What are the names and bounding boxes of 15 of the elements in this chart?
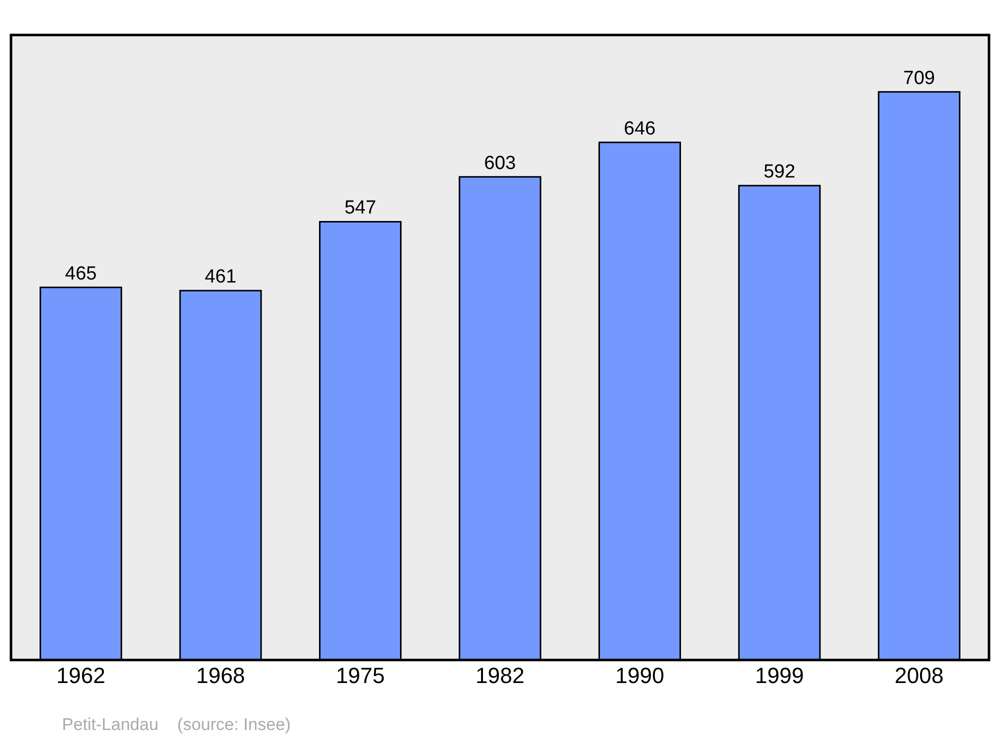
text: Petit-Landau (source: Insee) xyxy=(62,715,291,734)
data-label: 646 xyxy=(624,118,656,140)
x-tick-label: 1975 xyxy=(336,663,385,688)
x-tick-label: 1962 xyxy=(56,663,106,688)
data-label: 547 xyxy=(344,198,376,219)
x-tick-label: 1999 xyxy=(754,663,804,688)
data-label: 709 xyxy=(903,68,935,89)
data-label: 461 xyxy=(204,266,236,288)
data-label: 603 xyxy=(484,152,516,174)
x-tick-label: 1990 xyxy=(615,663,664,688)
data-label: 592 xyxy=(764,162,796,183)
data-label: 465 xyxy=(65,263,97,284)
x-tick-label: 1982 xyxy=(476,663,524,688)
x-tick-label: 1968 xyxy=(196,663,246,688)
x-tick-label: 2008 xyxy=(894,663,944,688)
